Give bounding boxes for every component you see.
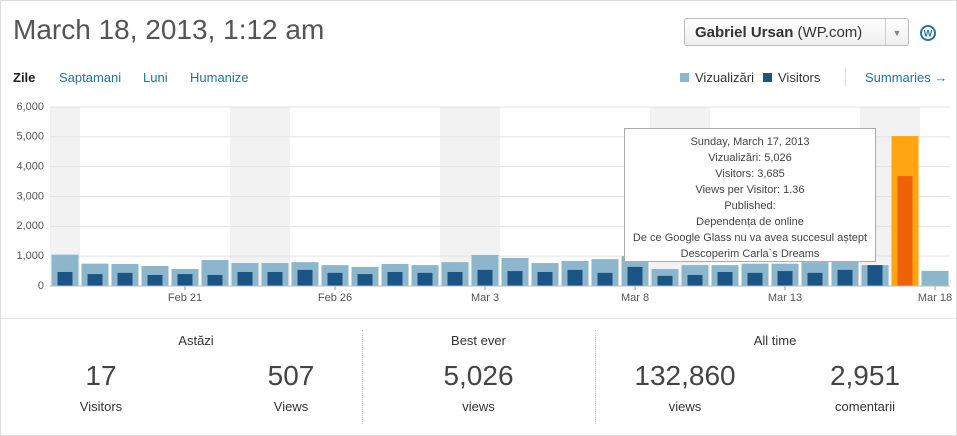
visitors-bar xyxy=(447,271,463,286)
legend-item: Visitors xyxy=(763,70,820,85)
dropdown-arrow: ▼ xyxy=(885,19,908,45)
x-tick-label: Mar 18 xyxy=(918,292,952,304)
stat-label: comentarii xyxy=(835,399,895,414)
visitors-bar xyxy=(747,272,763,286)
y-tick-label: 6,000 xyxy=(16,101,44,113)
visitors-bar xyxy=(147,274,163,286)
visitors-bar xyxy=(477,269,493,286)
tooltip-line: Visitors: 3,685 xyxy=(715,168,785,180)
legend-swatch xyxy=(763,73,772,82)
visitors-bar xyxy=(807,272,823,286)
visitors-bar xyxy=(657,275,673,286)
visitors-bar xyxy=(567,269,583,286)
legend-swatch xyxy=(680,73,689,82)
visitors-bar xyxy=(117,272,133,286)
visitors-bar xyxy=(357,274,373,286)
visitors-bar xyxy=(387,271,403,286)
visitors-bar xyxy=(777,271,793,286)
visitors-bar xyxy=(57,271,73,286)
tab[interactable]: Saptamani xyxy=(59,70,122,85)
tooltip-title: Sunday, March 17, 2013 xyxy=(690,136,810,148)
visitors-bar xyxy=(717,271,733,286)
y-tick-label: 4,000 xyxy=(16,161,44,173)
visitors-bar xyxy=(237,271,253,286)
tooltip-line: Descoperim Carla`s Dreams xyxy=(680,248,820,260)
stat-value: 17 xyxy=(85,360,117,391)
wp-icon[interactable]: W xyxy=(920,25,936,41)
user-suffix: (WP.com) xyxy=(797,24,863,41)
x-tick-label: Feb 26 xyxy=(318,292,352,304)
svg-text:W: W xyxy=(924,28,933,38)
tooltip: Sunday, March 17, 2013 Vizualizări: 5,026… xyxy=(624,128,876,262)
x-tick-label: Mar 13 xyxy=(768,292,802,304)
user-name: Gabriel Ursan xyxy=(695,24,794,41)
tooltip-line: De ce Google Glass nu va avea succesul a… xyxy=(632,232,868,244)
tooltip-line: Published: xyxy=(724,200,776,212)
legend-item: Vizualizări xyxy=(680,70,754,85)
stat-divider xyxy=(595,330,596,424)
y-tick-label: 0 xyxy=(38,280,44,292)
legend-label: Visitors xyxy=(778,70,821,85)
visitors-bar xyxy=(597,272,613,286)
visitors-bar xyxy=(687,274,703,286)
x-tick-label: Feb 21 xyxy=(168,292,202,304)
visitors-bar xyxy=(897,176,913,286)
summaries-text: Summaries xyxy=(865,70,931,85)
stat-value: 507 xyxy=(267,360,315,391)
visitors-bar xyxy=(627,266,643,286)
y-tick-label: 2,000 xyxy=(16,220,44,232)
views-bar xyxy=(921,270,949,286)
x-tick-label: Mar 8 xyxy=(621,292,649,304)
tab[interactable]: Humanize xyxy=(190,70,249,85)
tooltip-line: Vizualizări: 5,026 xyxy=(708,152,792,164)
visitors-bar xyxy=(87,274,103,286)
tooltip-line: Dependența de online xyxy=(696,216,804,228)
visitors-bar xyxy=(327,272,343,286)
stat-title: Best ever xyxy=(451,333,506,348)
visitors-bar xyxy=(867,265,883,286)
visitors-bar xyxy=(507,271,523,286)
x-tick-label: Mar 3 xyxy=(471,292,499,304)
y-tick-label: 3,000 xyxy=(16,190,44,202)
legend-label: Vizualizări xyxy=(695,70,755,85)
y-tick-label: 1,000 xyxy=(16,250,44,262)
separator xyxy=(1,318,956,319)
stat-divider xyxy=(362,330,363,424)
stat-label: Views xyxy=(273,399,309,414)
visitors-bar xyxy=(537,271,553,286)
blog-selector[interactable]: Gabriel Ursan (WP.com) ▼ xyxy=(684,18,909,46)
stat-label: views xyxy=(668,399,702,414)
y-tick-label: 5,000 xyxy=(16,131,44,143)
tooltip-line: Views per Visitor: 1.36 xyxy=(695,184,805,196)
divider xyxy=(845,68,846,86)
stat-title: All time xyxy=(753,333,797,348)
stat-value: 2,951 xyxy=(829,360,901,391)
visitors-bar xyxy=(207,274,223,286)
stat-label: Visitors xyxy=(79,399,123,414)
visitors-bar xyxy=(417,272,433,286)
stat-title: Astăzi xyxy=(178,333,214,348)
page-title: March 18, 2013, 1:12 am xyxy=(13,14,325,45)
tab[interactable]: Zile xyxy=(13,70,36,85)
visitors-bar xyxy=(177,274,193,286)
visitors-bar xyxy=(837,269,853,286)
stat-value: 132,860 xyxy=(634,360,736,391)
visitors-bar xyxy=(267,271,283,286)
summaries-link[interactable]: Summaries → xyxy=(865,70,948,85)
stat-label: views xyxy=(462,399,495,414)
tab[interactable]: Luni xyxy=(143,70,168,85)
stat-value: 5,026 xyxy=(443,360,514,391)
visitors-bar xyxy=(297,269,313,286)
